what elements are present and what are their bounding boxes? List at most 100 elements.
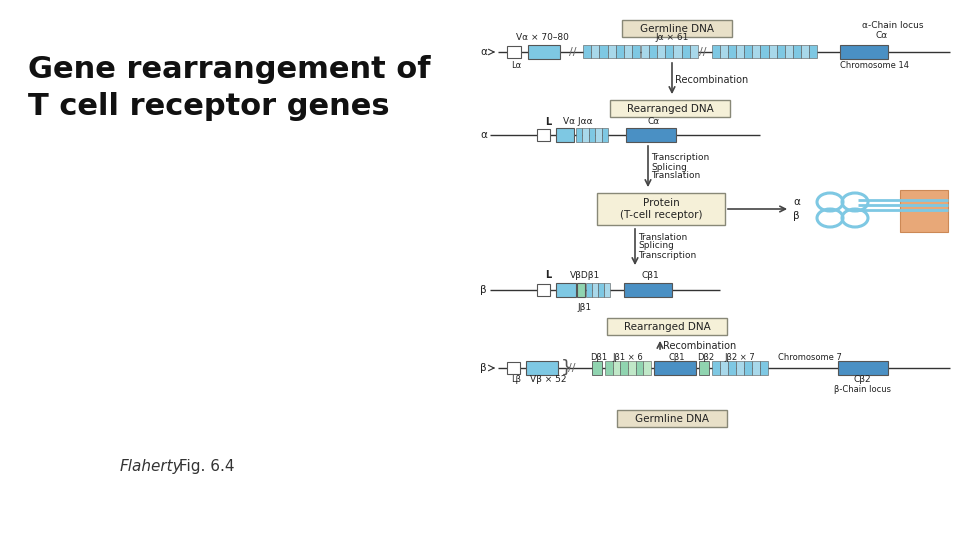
Bar — [583, 45, 591, 58]
Text: Recombination: Recombination — [663, 341, 736, 351]
Text: Splicing: Splicing — [651, 163, 686, 172]
Text: Cβ1: Cβ1 — [641, 271, 659, 280]
Text: Vα × 70–80: Vα × 70–80 — [516, 33, 568, 43]
Bar — [769, 45, 777, 58]
Bar — [602, 128, 608, 142]
Text: }: } — [561, 359, 572, 377]
Text: Chromosome 14: Chromosome 14 — [840, 60, 909, 70]
Text: β: β — [480, 363, 487, 373]
Bar — [809, 45, 817, 58]
Bar — [556, 128, 574, 142]
Bar — [592, 283, 598, 297]
Text: β: β — [793, 211, 800, 221]
Bar — [744, 45, 753, 58]
Bar — [591, 45, 599, 58]
Bar — [608, 45, 616, 58]
Text: α-Chain locus: α-Chain locus — [862, 22, 924, 30]
Bar — [626, 128, 676, 142]
Bar — [665, 45, 673, 58]
Bar — [753, 45, 760, 58]
Bar — [583, 128, 588, 142]
Bar — [507, 362, 520, 374]
Text: Protein
(T-cell receptor): Protein (T-cell receptor) — [620, 198, 703, 220]
Bar — [537, 129, 550, 141]
Bar — [612, 361, 620, 375]
Bar — [736, 361, 744, 375]
Bar — [628, 361, 636, 375]
Bar — [654, 361, 696, 375]
Text: Dβ1: Dβ1 — [590, 353, 608, 361]
Bar — [636, 361, 643, 375]
Bar — [690, 45, 698, 58]
Bar — [607, 318, 727, 335]
Text: Jα × 61: Jα × 61 — [656, 33, 688, 43]
Bar — [682, 45, 690, 58]
Bar — [595, 128, 602, 142]
Text: //: // — [699, 47, 707, 57]
Bar — [605, 361, 612, 375]
Text: Jβ1 × 6: Jβ1 × 6 — [612, 353, 643, 361]
Bar — [752, 361, 760, 375]
Bar — [643, 361, 651, 375]
Bar — [624, 45, 633, 58]
Bar — [720, 45, 728, 58]
Text: L: L — [545, 270, 551, 280]
Bar — [577, 283, 585, 297]
Text: Vα Jαα: Vα Jαα — [564, 118, 593, 126]
Text: Fig. 6.4: Fig. 6.4 — [174, 460, 234, 475]
Text: Chromosome 7: Chromosome 7 — [778, 353, 842, 361]
Bar — [592, 361, 602, 375]
Text: β-Chain locus: β-Chain locus — [833, 386, 891, 395]
Text: Cα: Cα — [875, 30, 887, 39]
Bar — [537, 284, 550, 296]
Text: //: // — [568, 363, 576, 373]
Text: Lα: Lα — [511, 60, 521, 70]
Bar — [622, 20, 732, 37]
Text: α: α — [480, 130, 487, 140]
Text: Splicing: Splicing — [638, 241, 674, 251]
Text: α: α — [793, 197, 800, 207]
Bar — [728, 361, 736, 375]
Bar — [526, 361, 558, 375]
Bar — [712, 45, 720, 58]
Bar — [556, 283, 576, 297]
Bar — [840, 45, 888, 59]
Text: Rearranged DNA: Rearranged DNA — [627, 104, 713, 113]
Bar — [598, 283, 604, 297]
Bar — [599, 45, 608, 58]
Bar — [576, 128, 583, 142]
Bar — [712, 361, 720, 375]
Bar — [760, 361, 768, 375]
Bar — [610, 100, 730, 117]
Text: Transcription: Transcription — [651, 153, 709, 163]
Bar — [736, 45, 744, 58]
Bar — [744, 361, 752, 375]
Bar — [793, 45, 801, 58]
Bar — [597, 193, 725, 225]
Bar — [657, 45, 665, 58]
Bar — [616, 45, 624, 58]
Bar — [838, 361, 888, 375]
Text: Cα: Cα — [648, 118, 660, 126]
Bar — [777, 45, 784, 58]
Text: Cβ1: Cβ1 — [669, 353, 685, 361]
Bar — [604, 283, 610, 297]
Bar — [624, 283, 672, 297]
Text: Vβ × 52: Vβ × 52 — [530, 375, 566, 384]
Text: Germline DNA: Germline DNA — [640, 24, 714, 33]
Bar — [528, 45, 560, 59]
Text: //: // — [569, 47, 577, 57]
Text: Lβ: Lβ — [511, 375, 521, 384]
Bar — [617, 410, 727, 427]
Text: Rearranged DNA: Rearranged DNA — [624, 321, 710, 332]
Bar — [640, 45, 649, 58]
Bar — [900, 190, 948, 232]
Bar — [673, 45, 682, 58]
Text: Translation: Translation — [638, 233, 687, 241]
Bar — [699, 361, 709, 375]
Bar — [649, 45, 657, 58]
Text: Transcription: Transcription — [638, 251, 696, 260]
Bar — [801, 45, 809, 58]
Text: Flaherty: Flaherty — [120, 460, 182, 475]
Text: Dβ2: Dβ2 — [697, 353, 714, 361]
